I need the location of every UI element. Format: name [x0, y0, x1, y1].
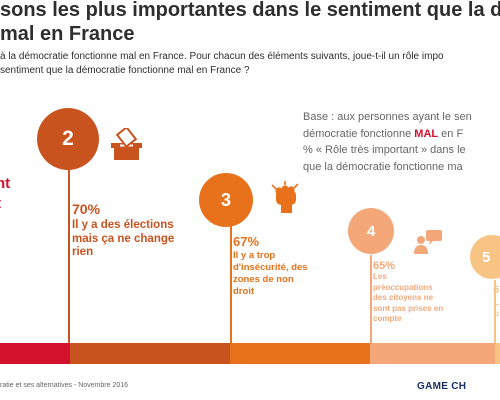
base-line-3: % « Rôle très important » dans le: [303, 144, 466, 156]
connector-line-4: [370, 255, 372, 345]
step-2-text-line-3: rien: [72, 246, 94, 258]
ballot-box-icon: [111, 128, 142, 160]
step-3-text-line-2: d'insécurité, des: [233, 262, 308, 273]
bar-segment-3: [230, 343, 370, 364]
bar-segment-5: [495, 343, 500, 364]
step-2-text-line-1: Il y a des élections: [72, 219, 174, 231]
step-3-text-line-1: Il y a trop: [233, 250, 276, 261]
title-line-1: sons les plus importantes dans le sentim…: [0, 0, 500, 21]
question-line-1: à la démocratie fonctionne mal en France…: [0, 51, 444, 62]
base-line-2: démocratie fonctionne MAL en F: [303, 126, 500, 143]
step-5-text-line-2: b: [494, 308, 499, 318]
speech-person-icon: [414, 230, 442, 254]
cut-label-line-1: nt: [0, 175, 11, 192]
step-4-number-circle: 4: [348, 208, 394, 254]
title-line-2: mal en France: [0, 23, 135, 45]
step-4-text-line-3: des citoyens ne: [373, 293, 434, 302]
cut-label-line-2: t: [0, 195, 1, 213]
base-line-2-end: en F: [438, 127, 464, 140]
bar-segment-2: [70, 343, 230, 364]
step-5-number-circle: 5: [470, 235, 500, 279]
step-3-text-line-3: zones de non: [233, 274, 294, 285]
connector-line-3: [230, 210, 232, 345]
step-3-text-line-4: droit: [233, 286, 255, 297]
step-2-percent: 70%: [72, 201, 101, 217]
page-title: sons les plus importantes dans le sentim…: [0, 0, 500, 46]
base-line-4: que la démocratie fonctionne ma: [303, 160, 463, 173]
bar-segment-1: [0, 343, 70, 364]
step-4-text: Les préoccupations des citoyens ne sont …: [373, 272, 443, 325]
step-2-text: Il y a des élections mais ça ne change r…: [72, 219, 174, 260]
step-4-text-line-2: préoccupations: [373, 282, 433, 292]
question-line-2: sentiment que la démocratie fonctionne m…: [0, 65, 250, 76]
base-line-2-start: démocratie fonctionne: [303, 127, 415, 140]
step-4-text-line-4: sont pas prises en: [373, 303, 444, 313]
base-highlight: MAL: [414, 127, 439, 140]
step-5-text-line-1: L: [494, 298, 499, 307]
connector-line-2: [68, 170, 70, 345]
step-3-percent: 67%: [233, 234, 260, 249]
step-4-text-line-5: compte: [373, 314, 402, 323]
step-2-text-line-2: mais ça ne change: [72, 232, 175, 245]
step-5-percent: 6: [493, 284, 500, 296]
connector-line-5: [494, 280, 496, 345]
step-4-text-line-1: Les: [373, 272, 387, 281]
base-line-1: Base : aux personnes ayant le sen: [303, 111, 472, 123]
step-4-percent: 65%: [373, 260, 396, 272]
bar-segment-4: [370, 343, 495, 364]
step-3-text: Il y a trop d'insécurité, des zones de n…: [233, 250, 308, 298]
step-2-number-circle: 2: [37, 108, 99, 170]
step-3-number-circle: 3: [199, 173, 253, 227]
base-note: Base : aux personnes ayant le sen démocr…: [303, 109, 500, 175]
footer-source: ratie et ses alternatives - Novembre 201…: [0, 382, 129, 389]
question-text: à la démocratie fonctionne mal en France…: [0, 50, 500, 78]
step-5-text: L b: [494, 298, 499, 319]
brand-logo: GAME CH: [417, 381, 467, 392]
fist-icon: [271, 181, 299, 213]
